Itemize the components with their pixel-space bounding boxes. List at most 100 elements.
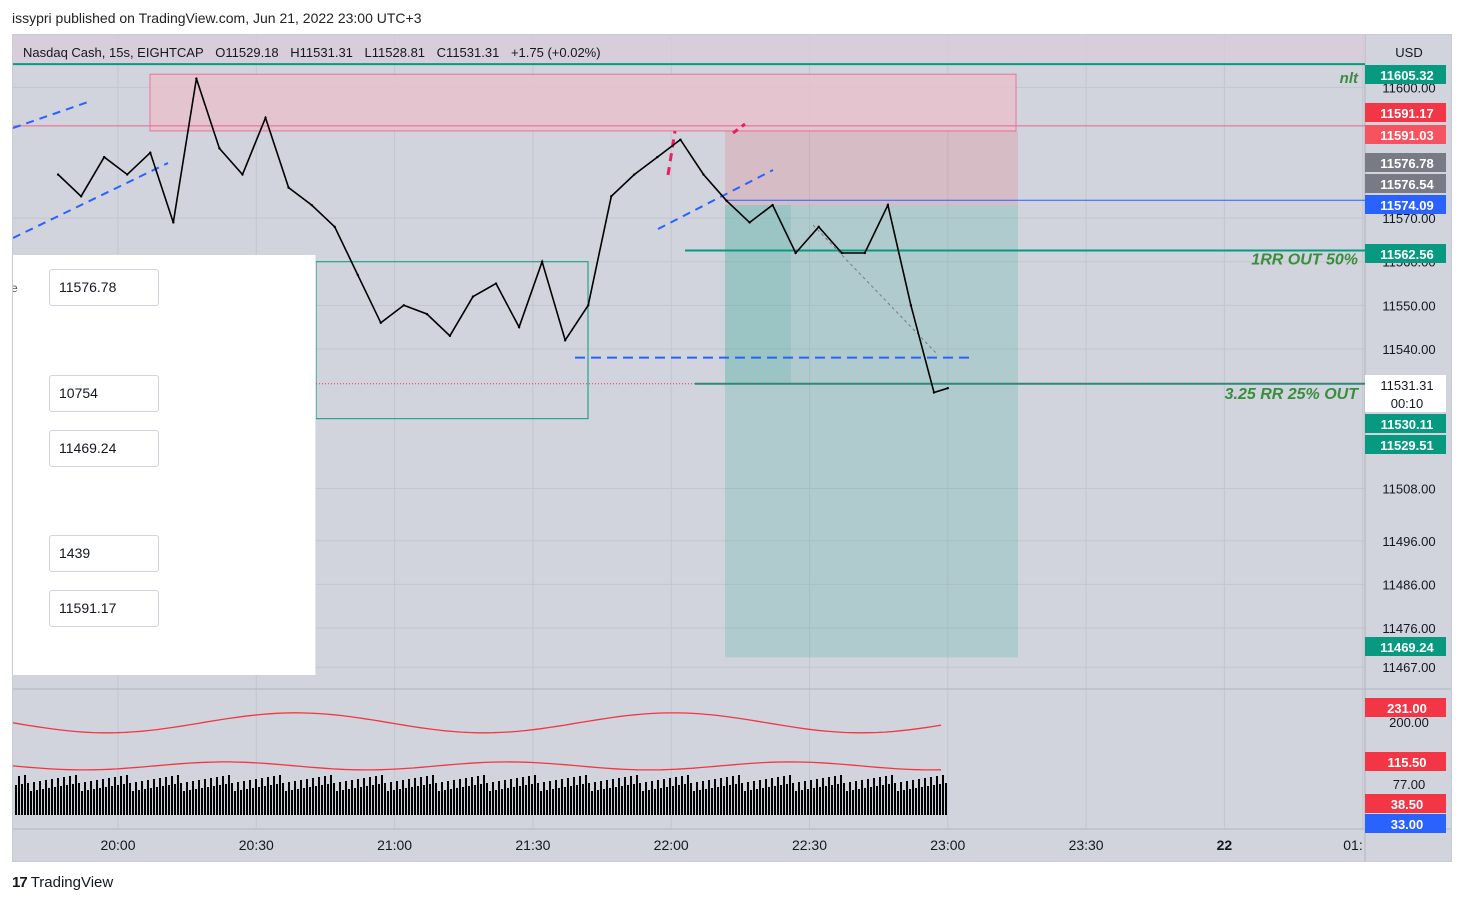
- supply-rectangle[interactable]: [149, 73, 1017, 132]
- volume-bar: [210, 778, 212, 815]
- volume-bar: [30, 791, 32, 815]
- volume-bar: [288, 782, 290, 815]
- volume-bar: [771, 778, 773, 815]
- volume-bar: [39, 781, 41, 815]
- volume-bar: [327, 784, 329, 815]
- price-label-text: 11469.24: [1380, 640, 1434, 655]
- volume-bar: [144, 789, 146, 815]
- volume-bar: [582, 784, 584, 815]
- volume-bar: [873, 778, 875, 815]
- pattern-leg-2[interactable]: [732, 122, 746, 135]
- volume-bar: [228, 775, 230, 815]
- volume-bar: [759, 780, 761, 815]
- volume-bar: [831, 785, 833, 815]
- price-label-text: 00:10: [1391, 396, 1424, 411]
- earlier-position-zone[interactable]: [315, 261, 589, 420]
- volume-ma-upper[interactable]: [13, 712, 942, 734]
- panel-field-ticks[interactable]: 1439: [49, 535, 159, 572]
- volume-bar: [912, 780, 914, 815]
- chart-frame[interactable]: nlt 1RR OUT 50% 3.25 RR 25% OUT 11600.00 115…: [12, 34, 1452, 862]
- volume-bar: [78, 783, 80, 815]
- volume-bar: [699, 790, 701, 815]
- volume-bar: [894, 783, 896, 815]
- volume-bar: [318, 777, 320, 815]
- legend-change: +1.75 (+0.02%): [510, 45, 601, 60]
- volume-bar: [21, 784, 23, 815]
- price-label-text: 38.50: [1391, 797, 1424, 812]
- volume-bar: [735, 784, 737, 815]
- volume-bar: [93, 789, 95, 815]
- volume-bar: [696, 782, 698, 815]
- volume-bar: [396, 781, 398, 815]
- volume-bar: [348, 789, 350, 815]
- trendline-channel[interactable]: [657, 169, 774, 230]
- volume-bar: [537, 783, 539, 815]
- x-tick-label: 22:30: [792, 837, 827, 853]
- panel-field-stop[interactable]: 11591.17: [49, 590, 159, 627]
- volume-bar: [114, 777, 116, 815]
- volume-bar: [840, 775, 842, 815]
- volume-bar: [45, 780, 47, 815]
- volume-bar: [258, 787, 260, 815]
- volume-bar: [660, 788, 662, 815]
- volume-bar: [879, 777, 881, 815]
- trendline-upper[interactable]: [13, 101, 89, 129]
- tradingview-logo[interactable]: 17 TradingView: [12, 874, 113, 891]
- volume-bar: [366, 786, 368, 815]
- legend-symbol[interactable]: Nasdaq Cash, 15s, EIGHTCAP: [23, 45, 204, 60]
- volume-bar: [108, 778, 110, 815]
- volume-bar: [456, 788, 458, 815]
- volume-bar: [267, 777, 269, 815]
- volume-bar: [60, 786, 62, 815]
- stop-zone[interactable]: [725, 130, 1018, 206]
- volume-bar: [708, 780, 710, 815]
- volume-bar: [705, 789, 707, 815]
- volume-bar: [189, 790, 191, 815]
- volume-ma-lower[interactable]: [13, 761, 942, 771]
- pattern-leg-1[interactable]: [666, 130, 677, 176]
- volume-bar: [369, 777, 371, 815]
- price-label-box: [1365, 393, 1446, 412]
- volume-bar: [351, 780, 353, 815]
- panel-field-quantity[interactable]: 10754: [49, 375, 159, 412]
- volume-bar: [282, 783, 284, 815]
- trendline-lower[interactable]: [13, 162, 169, 239]
- partial-zone[interactable]: [725, 205, 791, 384]
- price-label-text: 11576.54: [1380, 177, 1434, 192]
- volume-bar: [84, 782, 86, 815]
- volume-bar: [411, 787, 413, 815]
- volume-bar: [654, 789, 656, 815]
- price-label-box: [1365, 752, 1446, 771]
- volume-bar: [909, 789, 911, 815]
- volume-bar: [711, 788, 713, 815]
- volume-bar: [636, 775, 638, 815]
- y-tick-label: 11508.00: [1382, 481, 1435, 496]
- price-label-text: 11574.09: [1380, 198, 1434, 213]
- volume-bar: [48, 788, 50, 815]
- chart-canvas[interactable]: nlt 1RR OUT 50% 3.25 RR 25% OUT 11600.00 115…: [13, 35, 1452, 862]
- price-line[interactable]: [57, 78, 949, 394]
- volume-bar: [321, 785, 323, 815]
- price-label-box: [1365, 814, 1446, 833]
- volume-bar: [129, 783, 131, 815]
- volume-bar: [300, 780, 302, 815]
- target-zone[interactable]: [725, 205, 1018, 658]
- panel-field-target[interactable]: 11469.24: [49, 430, 159, 467]
- volume-bar: [240, 790, 242, 815]
- volume-bar: [891, 775, 893, 815]
- volume-tick-label: 77.00: [1393, 777, 1426, 792]
- volume-bar: [645, 782, 647, 815]
- volume-bar: [222, 776, 224, 815]
- volume-bar: [807, 789, 809, 815]
- volume-bar: [870, 787, 872, 815]
- volume-bar: [441, 782, 443, 815]
- position-settings-panel: e 11576.78 10754 11469.24 1439 11591.17: [13, 255, 316, 675]
- volume-bar: [432, 775, 434, 815]
- volume-bar: [249, 780, 251, 815]
- volume-bar: [663, 779, 665, 815]
- volume-bar: [360, 787, 362, 815]
- panel-field-entry[interactable]: 11576.78: [49, 269, 159, 306]
- volume-bar: [528, 776, 530, 815]
- volume-bar: [138, 790, 140, 815]
- volume-bar: [738, 775, 740, 815]
